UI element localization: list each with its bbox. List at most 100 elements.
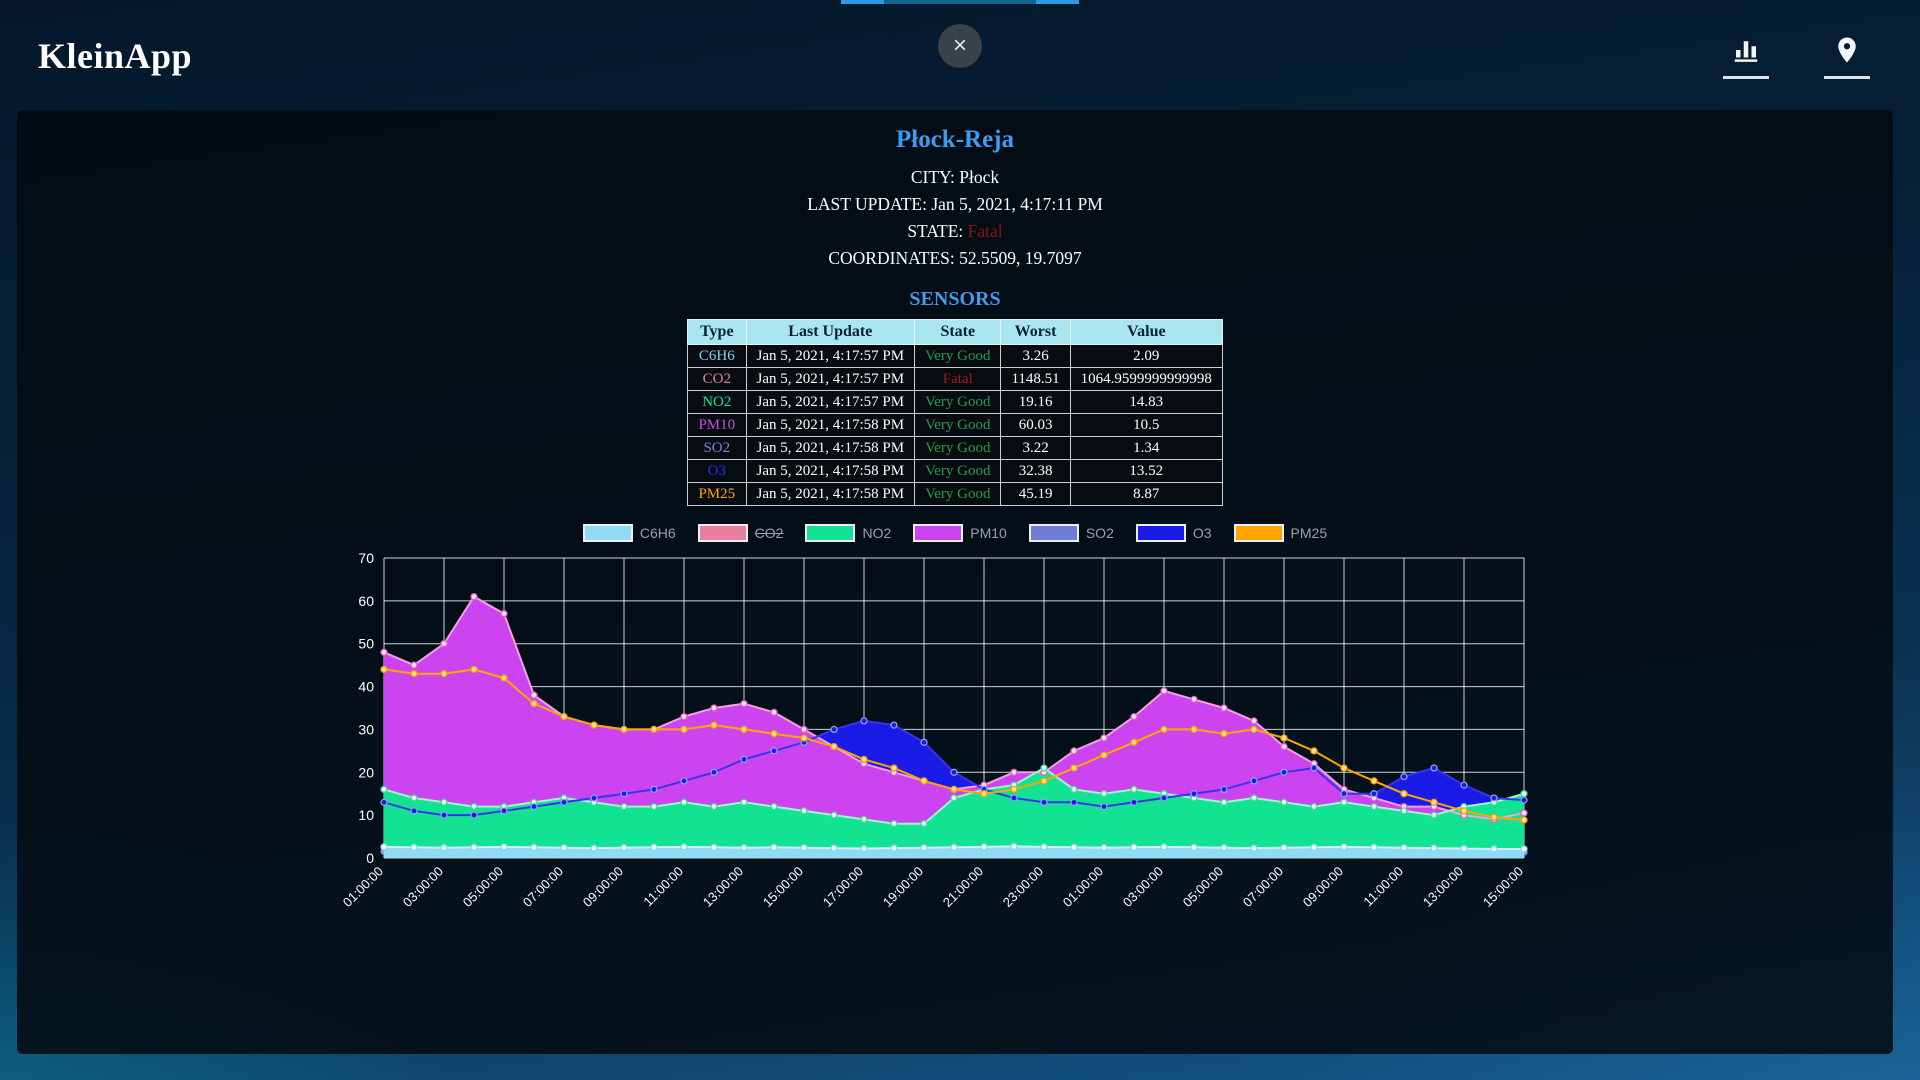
- svg-text:09:00:00: 09:00:00: [1300, 864, 1346, 910]
- svg-text:15:00:00: 15:00:00: [1480, 864, 1526, 910]
- station-field: COORDINATES: 52.5509, 19.7097: [17, 245, 1893, 272]
- app-title: KleinApp: [38, 36, 193, 76]
- station-panel: Płock-Reja CITY: Płock LAST UPDATE: Jan 5…: [17, 110, 1893, 1054]
- legend-item-CO2[interactable]: CO2: [697, 524, 784, 542]
- sensor-row-O3: O3 Jan 5, 2021, 4:17:58 PM Very Good 32.38 1…: [687, 459, 1223, 483]
- sensor-state: Fatal: [914, 367, 1002, 391]
- svg-text:60: 60: [358, 593, 374, 609]
- sensor-last-update: Jan 5, 2021, 4:17:58 PM: [745, 413, 916, 437]
- sensor-state: Very Good: [914, 436, 1002, 460]
- column-header: Worst: [1000, 319, 1071, 345]
- sensor-row-C6H6: C6H6 Jan 5, 2021, 4:17:57 PM Very Good 3.26…: [687, 344, 1223, 368]
- sensor-value: 14.83: [1069, 390, 1223, 414]
- svg-text:20: 20: [358, 764, 374, 780]
- legend-label: NO2: [862, 525, 892, 541]
- bar-chart-icon: [1734, 41, 1758, 62]
- sensor-last-update: Jan 5, 2021, 4:17:57 PM: [745, 390, 916, 414]
- sensors-chart[interactable]: 0 10 20 30 40 50 60 70 01:00:00 03:00:00 05:00:00 0…: [320, 544, 1590, 944]
- svg-text:11:00:00: 11:00:00: [1360, 864, 1406, 910]
- sensor-worst: 1148.51: [1000, 367, 1071, 391]
- station-title: Płock-Reja: [895, 126, 1015, 153]
- top-accent-bar: [841, 0, 1079, 4]
- station-field: LAST UPDATE: Jan 5, 2021, 4:17:11 PM: [17, 191, 1893, 218]
- svg-text:40: 40: [358, 679, 374, 695]
- legend-item-O3[interactable]: O3: [1135, 524, 1212, 542]
- svg-text:13:00:00: 13:00:00: [700, 864, 746, 910]
- station-info: CITY: Płock LAST UPDATE: Jan 5, 2021, 4:1…: [17, 164, 1893, 272]
- chart-view-button[interactable]: [1723, 33, 1769, 79]
- header-actions: [1723, 33, 1870, 79]
- sensor-row-SO2: SO2 Jan 5, 2021, 4:17:58 PM Very Good 3.22 1…: [687, 436, 1223, 460]
- legend-swatch: [913, 524, 964, 542]
- sensor-worst: 19.16: [1000, 390, 1071, 414]
- sensor-state: Very Good: [914, 482, 1002, 506]
- sensor-row-NO2: NO2 Jan 5, 2021, 4:17:57 PM Very Good 19.16…: [687, 390, 1223, 414]
- sensor-type: SO2: [687, 436, 747, 460]
- legend-label: CO2: [754, 525, 784, 541]
- sensor-value: 1.34: [1069, 436, 1223, 460]
- station-field: STATE: Fatal: [17, 218, 1893, 245]
- sensor-type: NO2: [687, 390, 747, 414]
- sensor-type: C6H6: [687, 344, 747, 368]
- sensor-row-CO2: CO2 Jan 5, 2021, 4:17:57 PM Fatal 1148.51 10…: [687, 367, 1223, 391]
- sensor-value: 2.09: [1069, 344, 1223, 368]
- svg-text:19:00:00: 19:00:00: [880, 864, 926, 910]
- field-label: CITY:: [910, 167, 960, 187]
- field-label: LAST UPDATE:: [807, 194, 932, 214]
- legend-swatch: [582, 524, 633, 542]
- column-header: Value: [1069, 319, 1223, 345]
- sensor-type: PM25: [687, 482, 747, 506]
- column-header: State: [914, 319, 1002, 345]
- sensor-worst: 3.22: [1000, 436, 1071, 460]
- sensor-worst: 3.26: [1000, 344, 1071, 368]
- sensor-type: O3: [687, 459, 747, 483]
- svg-text:70: 70: [358, 550, 374, 566]
- sensor-state: Very Good: [914, 413, 1002, 437]
- chart-legend: C6H6 CO2 NO2 PM10 SO2 O3 PM25: [17, 524, 1893, 542]
- sensor-state: Very Good: [914, 344, 1002, 368]
- sensors-table-body: C6H6 Jan 5, 2021, 4:17:57 PM Very Good 3.26…: [687, 344, 1223, 506]
- legend-label: PM25: [1290, 525, 1328, 541]
- svg-text:15:00:00: 15:00:00: [760, 864, 806, 910]
- legend-item-NO2[interactable]: NO2: [805, 524, 891, 542]
- sensor-value: 8.87: [1069, 482, 1223, 506]
- svg-text:03:00:00: 03:00:00: [1120, 864, 1166, 910]
- svg-text:05:00:00: 05:00:00: [460, 864, 506, 910]
- sensors-table-head: Type Last Update State Worst Value: [687, 319, 1223, 345]
- sensor-state: Very Good: [914, 459, 1002, 483]
- sensor-type: PM10: [687, 413, 747, 437]
- map-view-button[interactable]: [1824, 33, 1870, 79]
- legend-item-PM10[interactable]: PM10: [913, 524, 1007, 542]
- sensor-worst: 60.03: [1000, 413, 1071, 437]
- sensors-heading: SENSORS: [909, 288, 1001, 310]
- svg-text:11:00:00: 11:00:00: [640, 864, 686, 910]
- field-label: COORDINATES:: [828, 248, 960, 268]
- svg-text:01:00:00: 01:00:00: [1060, 864, 1106, 910]
- sensor-row-PM25: PM25 Jan 5, 2021, 4:17:58 PM Very Good 45.1…: [687, 482, 1223, 506]
- legend-label: C6H6: [639, 525, 676, 541]
- sensor-last-update: Jan 5, 2021, 4:17:57 PM: [745, 367, 916, 391]
- legend-item-C6H6[interactable]: C6H6: [582, 524, 676, 542]
- sensor-type: CO2: [687, 367, 747, 391]
- legend-label: SO2: [1085, 525, 1114, 541]
- svg-text:17:00:00: 17:00:00: [820, 864, 866, 910]
- sensor-last-update: Jan 5, 2021, 4:17:58 PM: [745, 459, 916, 483]
- legend-swatch: [697, 524, 748, 542]
- column-header: Last Update: [745, 319, 916, 345]
- sensor-worst: 32.38: [1000, 459, 1071, 483]
- svg-text:0: 0: [366, 850, 374, 866]
- field-value: Fatal: [967, 221, 1003, 241]
- svg-text:23:00:00: 23:00:00: [1000, 864, 1046, 910]
- legend-swatch: [805, 524, 856, 542]
- legend-item-PM25[interactable]: PM25: [1233, 524, 1328, 542]
- column-header: Type: [687, 319, 747, 345]
- legend-item-SO2[interactable]: SO2: [1028, 524, 1114, 542]
- close-button[interactable]: ×: [938, 24, 982, 68]
- sensor-value: 1064.9599999999998: [1069, 367, 1223, 391]
- svg-text:01:00:00: 01:00:00: [340, 864, 386, 910]
- svg-text:10: 10: [358, 807, 374, 823]
- svg-text:07:00:00: 07:00:00: [520, 864, 566, 910]
- sensors-table: Type Last Update State Worst Value C6H6 Jan 5…: [687, 319, 1223, 506]
- field-value: Jan 5, 2021, 4:17:11 PM: [931, 194, 1103, 214]
- station-field: CITY: Płock: [17, 164, 1893, 191]
